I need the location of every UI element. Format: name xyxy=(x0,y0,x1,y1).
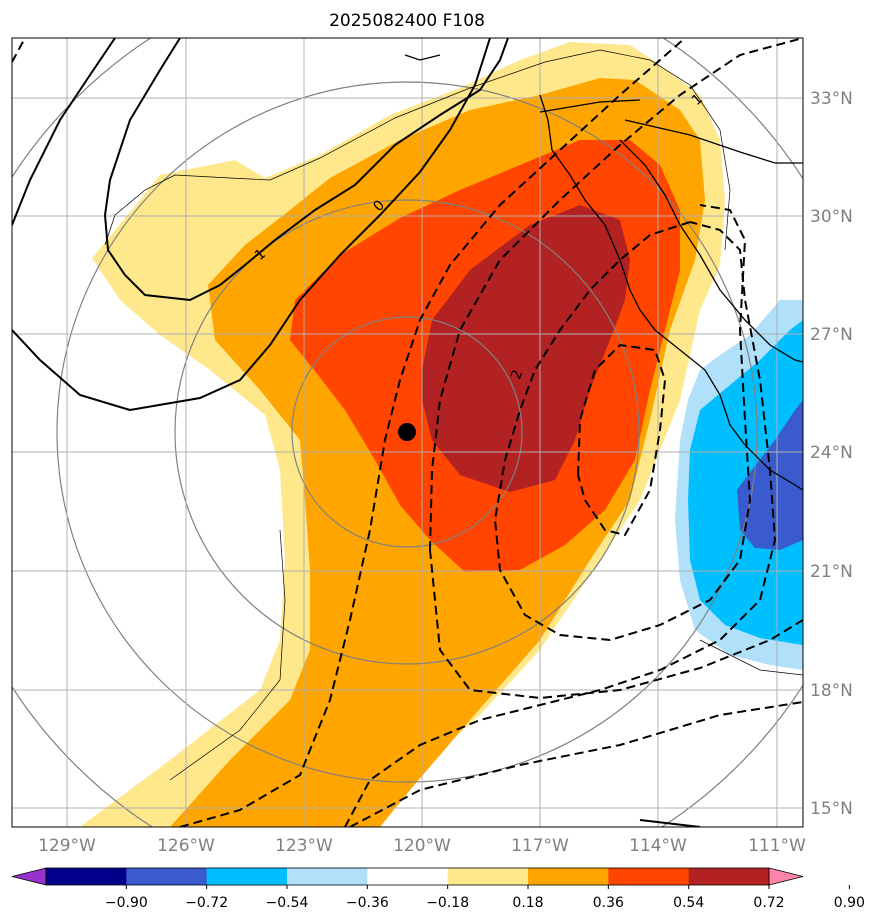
lat-tick: 15°N xyxy=(810,799,853,819)
colorbar-extend-high xyxy=(768,867,804,886)
lon-tick: 129°W xyxy=(38,836,96,856)
colorbar-segment xyxy=(528,868,609,885)
lat-tick: 18°N xyxy=(810,681,853,701)
gridlines xyxy=(12,38,803,827)
colorbar-segment xyxy=(608,868,690,885)
lat-tick: 27°N xyxy=(810,325,853,345)
range-rings xyxy=(12,38,803,827)
colorbar-tick-label: −0.54 xyxy=(266,895,309,911)
lon-tick: 126°W xyxy=(157,836,215,856)
axes-frame xyxy=(11,37,804,828)
lon-tick: 123°W xyxy=(275,836,333,856)
colorbar-tick-label: 0.90 xyxy=(834,895,865,911)
thin-contours xyxy=(104,49,803,781)
colorbar-tick-label: 0.72 xyxy=(753,895,784,911)
colorbar-segment xyxy=(447,868,529,885)
colorbar-segment xyxy=(206,868,288,885)
colorbar-tick-label: 0.54 xyxy=(673,895,704,911)
lat-tick: 21°N xyxy=(810,562,853,582)
storm-center-marker xyxy=(398,423,416,441)
colorbar-tick-label: −0.36 xyxy=(346,895,389,911)
colorbar-tick-label: 0.36 xyxy=(593,895,624,911)
colorbar-segment xyxy=(287,868,368,885)
lon-tick: 117°W xyxy=(511,836,569,856)
lon-tick-labels: 129°W 126°W 123°W 120°W 117°W 114°W 111°… xyxy=(38,836,806,856)
dashed-contours xyxy=(12,38,803,827)
lon-tick: 120°W xyxy=(393,836,451,856)
solid-contours xyxy=(12,38,701,827)
coastline xyxy=(404,54,803,491)
lat-tick-labels: 33°N 30°N 27°N 24°N 21°N 18°N 15°N xyxy=(810,89,853,819)
lon-tick: 114°W xyxy=(629,836,687,856)
lat-tick: 24°N xyxy=(810,443,853,463)
colorbar-tick-label: 0.18 xyxy=(512,895,543,911)
colorbar: −0.90 −0.72 −0.54 −0.36 −0.18 0.18 0.36 0.54 0.7… xyxy=(11,867,865,911)
lon-tick: 111°W xyxy=(748,836,806,856)
lat-tick: 33°N xyxy=(810,89,853,109)
colorbar-segment xyxy=(367,868,449,885)
colorbar-segment xyxy=(46,868,127,885)
colorbar-tick-label: −0.90 xyxy=(105,895,148,911)
colorbar-tick-label: −0.18 xyxy=(426,895,469,911)
chart-title: 2025082400 F108 xyxy=(329,11,485,31)
map-area: 0 1 2 1 xyxy=(12,38,803,827)
colorbar-tick-label: −0.72 xyxy=(185,895,228,911)
colorbar-segment xyxy=(126,868,208,885)
colorbar-extend-low xyxy=(11,867,47,886)
colorbar-segment xyxy=(688,868,770,885)
lat-tick: 30°N xyxy=(810,207,853,227)
colorbar-frame xyxy=(45,867,770,886)
shade-0.72-0.90 xyxy=(422,205,630,492)
